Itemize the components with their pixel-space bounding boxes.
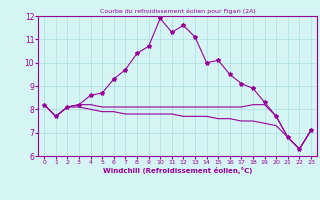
Title: Courbe du refroidissement éolien pour Figari (2A): Courbe du refroidissement éolien pour Fi…	[100, 9, 255, 14]
X-axis label: Windchill (Refroidissement éolien,°C): Windchill (Refroidissement éolien,°C)	[103, 167, 252, 174]
